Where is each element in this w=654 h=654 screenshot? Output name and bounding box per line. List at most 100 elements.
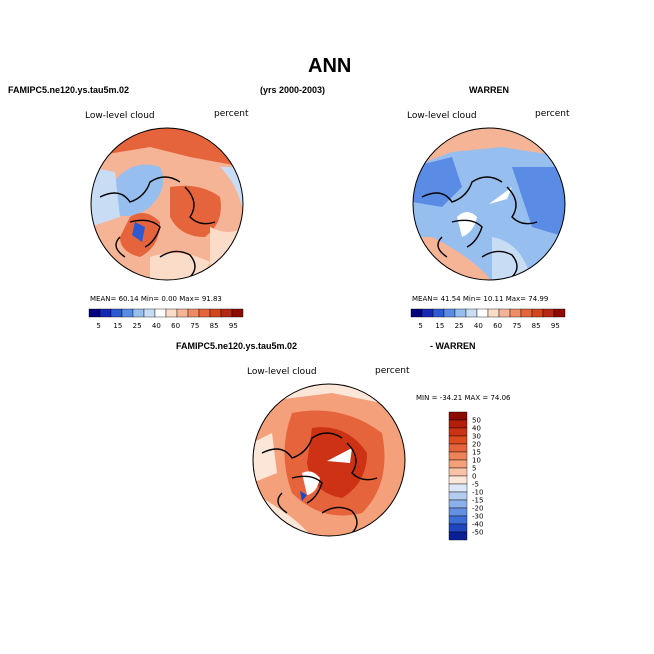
panel3-colorbar-swatch xyxy=(448,459,468,469)
panel1-colorbar-swatch xyxy=(198,308,211,318)
panel3-colorbar-tick-label: 50 xyxy=(472,417,481,425)
panel3-colorbar-swatch xyxy=(448,515,468,525)
panel2-colorbar-tick-label: 15 xyxy=(435,322,444,330)
panel3-colorbar-swatch xyxy=(448,435,468,445)
panel3-colorbar-tick-label: -50 xyxy=(472,529,483,537)
panel3-colorbar-tick-label: 40 xyxy=(472,425,481,433)
panel1-max: 91.83 xyxy=(201,295,222,303)
panel2-colorbar-swatch xyxy=(410,308,423,318)
panel2-colorbar-swatch xyxy=(509,308,522,318)
panel1-colorbar-swatch xyxy=(220,308,233,318)
panel3-colorbar-tick-label: -20 xyxy=(472,505,483,513)
panel2-colorbar-tick-label: 85 xyxy=(532,322,541,330)
panel1-colorbar-swatch xyxy=(88,308,101,318)
panel3-colorbar-swatch xyxy=(448,467,468,477)
panel3-colorbar-swatch xyxy=(448,523,468,533)
panel3-colorbar-tick-label: -15 xyxy=(472,497,483,505)
panel3-map xyxy=(252,383,406,537)
panel1-stats: MEAN= 60.14 Min= 0.00 Max= 91.83 xyxy=(90,295,222,303)
panel1-colorbar-swatch xyxy=(110,308,123,318)
panel3-colorbar-tick-label: 30 xyxy=(472,433,481,441)
panel3-colorbar-tick-label: 0 xyxy=(472,473,476,481)
panel1-mean: 60.14 xyxy=(118,295,139,303)
panel1-colorbar-tick-label: 25 xyxy=(133,322,142,330)
panel1-colorbar-swatch xyxy=(165,308,178,318)
panel3-stats: MIN = -34.21 MAX = 74.06 xyxy=(416,394,510,402)
panel1-colorbar-swatch xyxy=(154,308,167,318)
panel3-colorbar-tick-label: 5 xyxy=(472,465,476,473)
panel1-min-label: Min= xyxy=(140,295,160,303)
panel3-colorbar-swatch xyxy=(448,499,468,509)
panel1-colorbar-swatch xyxy=(209,308,222,318)
panel3-colorbar-tick-label: 10 xyxy=(472,457,481,465)
figure-title: ANN xyxy=(308,55,352,77)
panel2-colorbar-swatch xyxy=(542,308,555,318)
panel3-colorbar-swatch xyxy=(448,411,468,421)
panel2-colorbar-swatch xyxy=(432,308,445,318)
panel2-variable: Low-level cloud xyxy=(407,111,477,121)
panel3-colorbar-tick-label: -10 xyxy=(472,489,483,497)
panel3-colorbar-swatch xyxy=(448,531,468,541)
panel2-colorbar-swatch xyxy=(443,308,456,318)
panel3-header-right: - WARREN xyxy=(430,341,476,351)
panel3-max: 74.06 xyxy=(490,394,511,402)
panel2-colorbar-swatch xyxy=(476,308,489,318)
panel1-map xyxy=(90,127,244,281)
panel1-colorbar-tick-label: 5 xyxy=(96,322,100,330)
panel3-colorbar-tick-label: 20 xyxy=(472,441,481,449)
panel1-colorbar-tick-label: 15 xyxy=(113,322,122,330)
panel3-colorbar-swatch xyxy=(448,491,468,501)
panel2-max-label: Max= xyxy=(505,295,527,303)
panel3-colorbar-swatch xyxy=(448,483,468,493)
panel3-colorbar-swatch xyxy=(448,419,468,429)
panel2-units: percent xyxy=(535,109,570,119)
panel2-stats: MEAN= 41.54 Min= 10.11 Max= 74.99 xyxy=(412,295,548,303)
panel1-colorbar-swatch xyxy=(99,308,112,318)
panel2-colorbar-swatch xyxy=(487,308,500,318)
panel2-max: 74.99 xyxy=(528,295,549,303)
panel2-colorbar-swatch xyxy=(520,308,533,318)
panel1-colorbar-tick-label: 75 xyxy=(190,322,199,330)
panel1-colorbar-swatch xyxy=(176,308,189,318)
panel1-colorbar-tick-label: 95 xyxy=(229,322,238,330)
panel2-mean: 41.54 xyxy=(440,295,461,303)
panel1-colorbar-tick-label: 40 xyxy=(152,322,161,330)
panel3-units: percent xyxy=(375,366,410,376)
panel2-colorbar-swatch xyxy=(531,308,544,318)
panel2-min-label: Min= xyxy=(462,295,482,303)
panel1-colorbar-swatch xyxy=(121,308,134,318)
panel2-colorbar-tick-label: 95 xyxy=(551,322,560,330)
panel1-min: 0.00 xyxy=(161,295,177,303)
panel1-header: FAMIPC5.ne120.ys.tau5m.02 xyxy=(8,85,130,95)
panel2-mean-label: MEAN= xyxy=(412,295,439,303)
panel3-colorbar-tick-label: 15 xyxy=(472,449,481,457)
panel3-colorbar-swatch xyxy=(448,475,468,485)
panel1-colorbar-tick-label: 60 xyxy=(171,322,180,330)
panel1-variable: Low-level cloud xyxy=(85,111,155,121)
panel2-map xyxy=(412,127,566,281)
panel3-colorbar-swatch xyxy=(448,427,468,437)
panel1-max-label: Max= xyxy=(179,295,200,303)
panel1-colorbar-swatch xyxy=(231,308,244,318)
panel3-min: -34.21 xyxy=(439,394,463,402)
panel3-colorbar-swatch xyxy=(448,443,468,453)
panel2-colorbar-swatch xyxy=(454,308,467,318)
panel2-colorbar-tick-label: 75 xyxy=(512,322,521,330)
panel3-colorbar-swatch xyxy=(448,507,468,517)
panel3-colorbar-tick-label: -30 xyxy=(472,513,483,521)
panel1-colorbar-swatch xyxy=(143,308,156,318)
panel2-colorbar-swatch xyxy=(498,308,511,318)
panel2-colorbar-tick-label: 5 xyxy=(418,322,422,330)
panel1-colorbar-swatch xyxy=(132,308,145,318)
panel3-colorbar-tick-label: -5 xyxy=(472,481,479,489)
panel3-colorbar-tick-label: -40 xyxy=(472,521,483,529)
panel3-min-label: MIN = xyxy=(416,394,438,402)
panel2-min: 10.11 xyxy=(483,295,504,303)
panel2-colorbar-tick-label: 25 xyxy=(455,322,464,330)
period-label: (yrs 2000-2003) xyxy=(260,85,326,95)
panel3-header-left: FAMIPC5.ne120.ys.tau5m.02 xyxy=(176,341,298,351)
panel1-units: percent xyxy=(214,109,249,119)
panel1-colorbar-swatch xyxy=(187,308,200,318)
